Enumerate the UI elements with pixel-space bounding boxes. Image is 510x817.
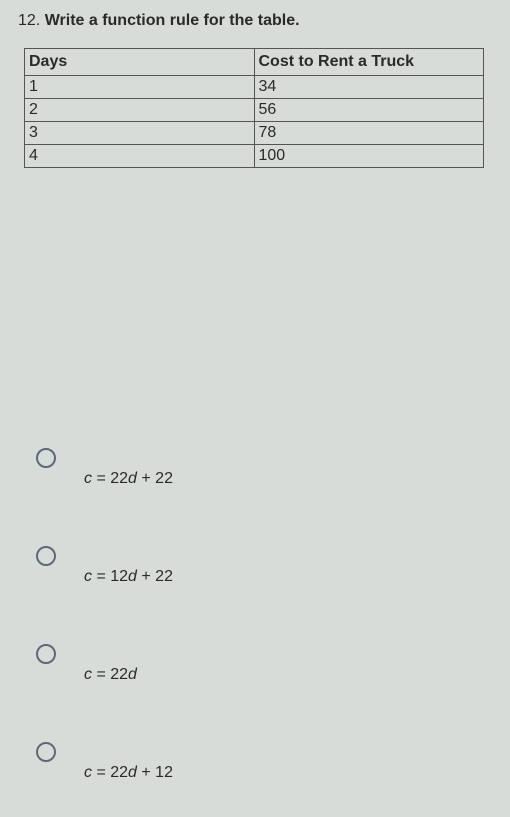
- var-c: c: [84, 470, 92, 487]
- eq-part: = 22: [92, 470, 128, 487]
- table-row: 4 100: [25, 145, 484, 168]
- option-formula: c = 12d + 22: [84, 568, 173, 586]
- question-number: 12.: [18, 12, 40, 29]
- option-formula: c = 22d: [84, 666, 137, 684]
- var-c: c: [84, 568, 92, 585]
- var-d: d: [128, 470, 137, 487]
- option-a[interactable]: c = 22d + 22: [36, 448, 492, 488]
- option-c[interactable]: c = 22d: [36, 644, 492, 684]
- tail-part: + 22: [137, 470, 173, 487]
- cell-days: 1: [25, 76, 255, 99]
- cell-days: 2: [25, 99, 255, 122]
- table-header-row: Days Cost to Rent a Truck: [25, 49, 484, 76]
- cell-cost: 78: [254, 122, 484, 145]
- tail-part: + 22: [137, 568, 173, 585]
- radio-icon[interactable]: [36, 448, 56, 468]
- radio-icon[interactable]: [36, 644, 56, 664]
- var-d: d: [128, 666, 137, 683]
- eq-part: = 12: [92, 568, 128, 585]
- cell-days: 4: [25, 145, 255, 168]
- tail-part: + 12: [137, 764, 173, 781]
- eq-part: = 22: [92, 764, 128, 781]
- table-row: 1 34: [25, 76, 484, 99]
- var-c: c: [84, 666, 92, 683]
- answer-options: c = 22d + 22 c = 12d + 22 c = 22d c = 22…: [36, 448, 492, 782]
- radio-icon[interactable]: [36, 546, 56, 566]
- cell-days: 3: [25, 122, 255, 145]
- var-c: c: [84, 764, 92, 781]
- option-formula: c = 22d + 12: [84, 764, 173, 782]
- table-row: 2 56: [25, 99, 484, 122]
- cell-cost: 34: [254, 76, 484, 99]
- cell-cost: 56: [254, 99, 484, 122]
- question-prompt: Write a function rule for the table.: [45, 12, 300, 29]
- option-d[interactable]: c = 22d + 12: [36, 742, 492, 782]
- col-header-cost: Cost to Rent a Truck: [254, 49, 484, 76]
- option-b[interactable]: c = 12d + 22: [36, 546, 492, 586]
- option-formula: c = 22d + 22: [84, 470, 173, 488]
- radio-icon[interactable]: [36, 742, 56, 762]
- var-d: d: [128, 568, 137, 585]
- question-line: 12. Write a function rule for the table.: [18, 12, 492, 30]
- var-d: d: [128, 764, 137, 781]
- col-header-days: Days: [25, 49, 255, 76]
- cell-cost: 100: [254, 145, 484, 168]
- table-row: 3 78: [25, 122, 484, 145]
- data-table: Days Cost to Rent a Truck 1 34 2 56 3 78…: [24, 48, 484, 168]
- eq-part: = 22: [92, 666, 128, 683]
